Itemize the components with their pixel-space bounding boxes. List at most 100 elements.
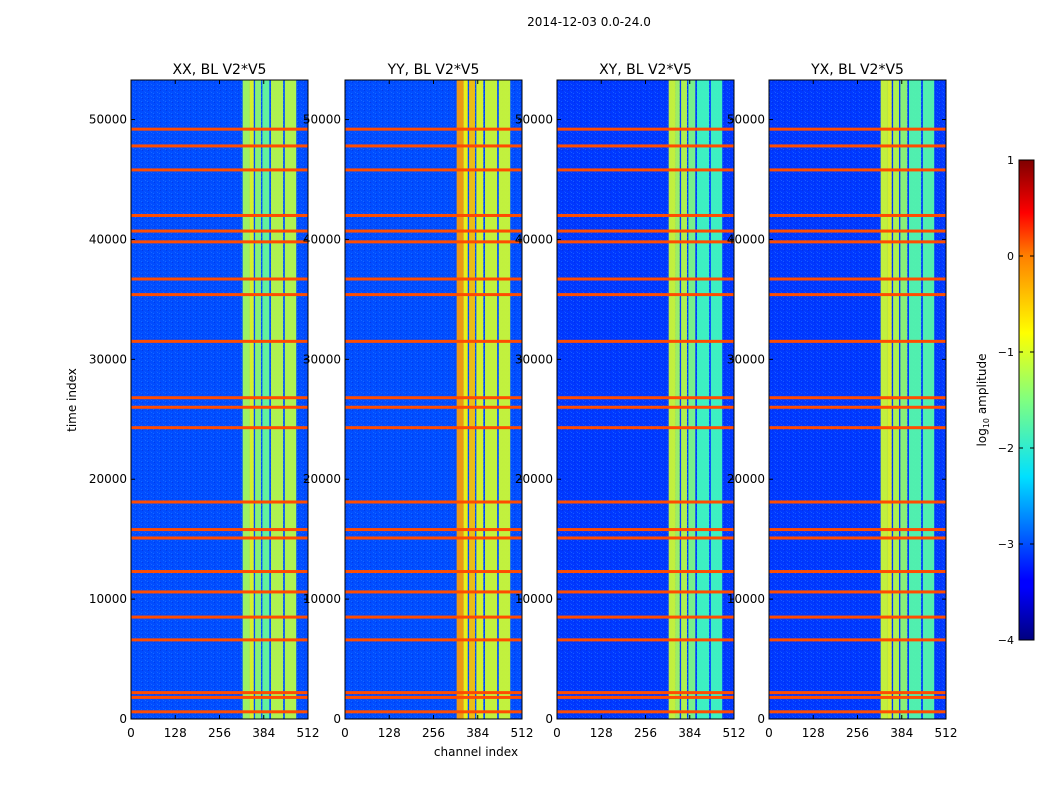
flagged-row bbox=[557, 240, 734, 244]
x-tick-label: 256 bbox=[422, 726, 445, 740]
y-tick-label: 40000 bbox=[89, 232, 127, 246]
panel-3: XY, BL V2*V5 0 128 256 384 512 0 10000 20000 3000… bbox=[515, 62, 746, 740]
flagged-row bbox=[131, 339, 308, 343]
flagged-row bbox=[345, 615, 522, 619]
y-tick-label: 20000 bbox=[727, 472, 765, 486]
flagged-row bbox=[131, 590, 308, 594]
colorbar-label: log10 amplitude bbox=[975, 354, 991, 447]
signal-band bbox=[887, 80, 892, 719]
flagged-row bbox=[769, 528, 946, 532]
y-tick-label: 20000 bbox=[515, 472, 553, 486]
panel-title: YY, BL V2*V5 bbox=[387, 62, 480, 78]
flagged-row bbox=[769, 293, 946, 297]
flagged-row bbox=[557, 528, 734, 532]
flagged-row bbox=[345, 213, 522, 217]
flagged-row bbox=[557, 168, 734, 172]
signal-band bbox=[463, 80, 468, 719]
flagged-row bbox=[557, 500, 734, 504]
panel-title: XX, BL V2*V5 bbox=[173, 62, 267, 78]
flagged-row bbox=[769, 127, 946, 131]
flagged-row bbox=[345, 396, 522, 400]
signal-band bbox=[485, 80, 498, 719]
x-tick-label: 0 bbox=[127, 726, 135, 740]
colorbar-tick-label: −4 bbox=[998, 634, 1014, 647]
x-tick-label: 128 bbox=[164, 726, 187, 740]
y-tick-label: 40000 bbox=[515, 232, 553, 246]
flagged-row bbox=[131, 213, 308, 217]
flagged-row bbox=[557, 695, 734, 699]
flagged-row bbox=[345, 536, 522, 540]
flagged-row bbox=[345, 277, 522, 281]
panel-title: YX, BL V2*V5 bbox=[810, 62, 904, 78]
flagged-row bbox=[769, 695, 946, 699]
flagged-row bbox=[345, 528, 522, 532]
panel-title: XY, BL V2*V5 bbox=[599, 62, 692, 78]
flagged-row bbox=[131, 277, 308, 281]
x-tick-label: 512 bbox=[511, 726, 534, 740]
panel-1: XX, BL V2*V5 0 128 256 384 512 0 10000 20000 3000… bbox=[89, 62, 320, 740]
y-tick-label: 10000 bbox=[303, 592, 341, 606]
flagged-row bbox=[769, 536, 946, 540]
flagged-row bbox=[769, 691, 946, 695]
y-tick-label: 30000 bbox=[727, 352, 765, 366]
flagged-row bbox=[557, 426, 734, 430]
flagged-row bbox=[769, 144, 946, 148]
colorbar: 10−1−2−3−4 log10 amplitude bbox=[975, 154, 1035, 647]
colorbar-tick-label: −2 bbox=[998, 442, 1014, 455]
y-tick-label: 10000 bbox=[515, 592, 553, 606]
flagged-row bbox=[345, 229, 522, 233]
signal-band bbox=[249, 80, 254, 719]
y-tick-label: 0 bbox=[757, 712, 765, 726]
signal-band bbox=[476, 80, 484, 719]
signal-band bbox=[242, 80, 250, 719]
signal-band bbox=[284, 80, 297, 719]
figure-title: 2014-12-03 0.0-24.0 bbox=[527, 15, 651, 29]
y-tick-label: 10000 bbox=[89, 592, 127, 606]
signal-band bbox=[900, 80, 908, 719]
flagged-row bbox=[769, 638, 946, 642]
flagged-row bbox=[557, 710, 734, 714]
x-tick-label: 0 bbox=[341, 726, 349, 740]
flagged-row bbox=[131, 710, 308, 714]
flagged-row bbox=[769, 277, 946, 281]
x-tick-label: 512 bbox=[297, 726, 320, 740]
colorbar-tick-label: 0 bbox=[1007, 250, 1014, 263]
x-tick-label: 128 bbox=[590, 726, 613, 740]
signal-band bbox=[922, 80, 935, 719]
panel-2: YY, BL V2*V5 0 128 256 384 512 0 10000 20000 3000… bbox=[303, 62, 534, 740]
panel-4: YX, BL V2*V5 0 128 256 384 512 0 10000 20000 3000… bbox=[727, 62, 958, 740]
x-tick-label: 512 bbox=[723, 726, 746, 740]
flagged-row bbox=[769, 615, 946, 619]
flagged-row bbox=[769, 710, 946, 714]
flagged-row bbox=[131, 426, 308, 430]
flagged-row bbox=[769, 500, 946, 504]
y-tick-label: 30000 bbox=[89, 352, 127, 366]
flagged-row bbox=[131, 695, 308, 699]
signal-band bbox=[697, 80, 710, 719]
signal-band bbox=[710, 80, 723, 719]
colorbar-gradient bbox=[1018, 159, 1035, 641]
y-tick-label: 30000 bbox=[515, 352, 553, 366]
flagged-row bbox=[557, 277, 734, 281]
flagged-row bbox=[769, 396, 946, 400]
colorbar-tick-label: −1 bbox=[998, 346, 1014, 359]
flagged-row bbox=[131, 293, 308, 297]
x-tick-label: 0 bbox=[765, 726, 773, 740]
signal-band bbox=[681, 80, 687, 719]
flagged-row bbox=[131, 229, 308, 233]
y-tick-label: 50000 bbox=[303, 113, 341, 127]
flagged-row bbox=[769, 590, 946, 594]
flagged-row bbox=[769, 339, 946, 343]
colorbar-ticks: 1 0 −1 −2 −3 −4 bbox=[998, 154, 1034, 647]
flagged-row bbox=[557, 615, 734, 619]
y-tick-label: 0 bbox=[119, 712, 127, 726]
x-tick-label: 256 bbox=[208, 726, 231, 740]
flagged-row bbox=[557, 570, 734, 574]
y-tick-label: 50000 bbox=[727, 113, 765, 127]
y-tick-label: 40000 bbox=[303, 232, 341, 246]
x-tick-label: 256 bbox=[634, 726, 657, 740]
flagged-row bbox=[557, 213, 734, 217]
flagged-row bbox=[131, 615, 308, 619]
flagged-row bbox=[345, 710, 522, 714]
